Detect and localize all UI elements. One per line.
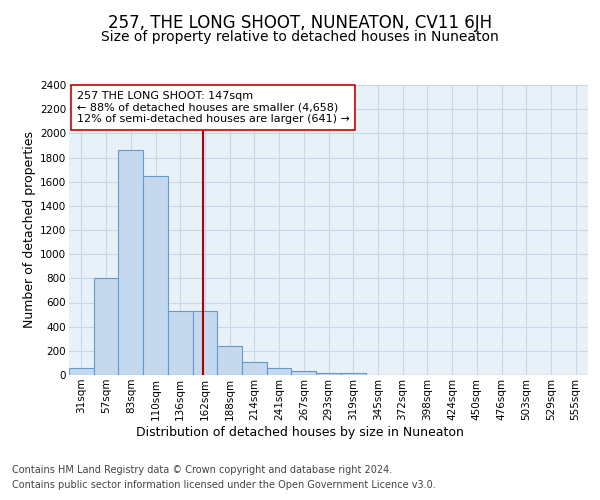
Bar (143, 176, 168, 375)
Bar (69, 368, 94, 375)
Text: Contains public sector information licensed under the Open Government Licence v3: Contains public sector information licen… (12, 480, 436, 490)
Y-axis label: Number of detached properties: Number of detached properties (23, 132, 36, 328)
Text: Size of property relative to detached houses in Nuneaton: Size of property relative to detached ho… (101, 30, 499, 44)
Bar (292, 371, 316, 375)
Bar (168, 311, 193, 375)
Text: Distribution of detached houses by size in Nuneaton: Distribution of detached houses by size … (136, 426, 464, 439)
Bar (118, 150, 143, 375)
Bar (242, 362, 267, 375)
Bar (316, 372, 341, 375)
Text: 257 THE LONG SHOOT: 147sqm
← 88% of detached houses are smaller (4,658)
12% of s: 257 THE LONG SHOOT: 147sqm ← 88% of deta… (77, 91, 350, 124)
Text: Contains HM Land Registry data © Crown copyright and database right 2024.: Contains HM Land Registry data © Crown c… (12, 465, 392, 475)
Bar (193, 311, 217, 375)
Bar (217, 346, 242, 375)
Bar (341, 373, 365, 375)
Text: 257, THE LONG SHOOT, NUNEATON, CV11 6JH: 257, THE LONG SHOOT, NUNEATON, CV11 6JH (108, 14, 492, 32)
Bar (94, 278, 118, 375)
Bar (267, 368, 292, 375)
